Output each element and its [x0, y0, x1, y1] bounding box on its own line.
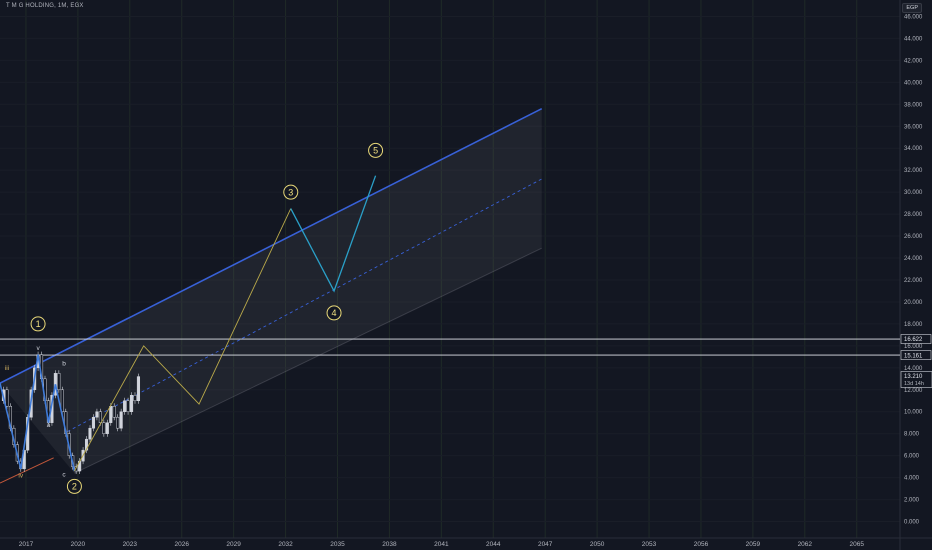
- x-tick-label: 2050: [590, 541, 605, 548]
- level-label-box: [900, 350, 932, 360]
- channel-upper-line: [0, 107, 543, 384]
- y-tick-label: 2.000: [904, 498, 920, 504]
- candle-body: [109, 405, 113, 423]
- level-label: 16.622: [904, 337, 923, 343]
- candle-body: [129, 395, 134, 412]
- wave-circle-2: [66, 478, 82, 494]
- candle-body: [5, 389, 9, 407]
- wave-label-2: 2: [72, 482, 77, 492]
- y-tick-label: 22.000: [904, 278, 923, 284]
- wave-label-3: 3: [288, 187, 293, 197]
- x-tick-label: 2044: [486, 541, 501, 548]
- x-tick-label: 2020: [71, 541, 86, 548]
- y-tick-label: 0.000: [904, 520, 920, 526]
- y-tick-label: 4.000: [904, 476, 920, 482]
- y-tick-label: 40.000: [904, 80, 923, 86]
- y-tick-label: 16.000: [904, 344, 923, 350]
- x-tick-label: 2062: [798, 541, 813, 548]
- y-tick-label: 36.000: [904, 124, 923, 130]
- candle-body: [98, 411, 102, 423]
- x-tick-label: 2059: [746, 541, 761, 548]
- y-tick-label: 12.000: [904, 388, 923, 394]
- y-tick-label: 14.000: [904, 366, 923, 372]
- x-tick-label: 2056: [694, 541, 709, 548]
- channel-fill: [0, 108, 542, 474]
- candle-body: [74, 466, 78, 472]
- level-label-box: [900, 334, 932, 344]
- countdown-label: 13d 14h: [904, 381, 924, 387]
- wave-circle-5: [368, 142, 384, 158]
- y-tick-label: 46.000: [904, 14, 923, 20]
- symbol-title: T M G HOLDING, 1M, EGX: [6, 3, 84, 9]
- wave-circle-4: [326, 305, 342, 321]
- y-tick-label: 18.000: [904, 322, 923, 328]
- y-tick-label: 24.000: [904, 256, 923, 262]
- candle-body: [88, 427, 92, 440]
- candle-body: [95, 411, 99, 418]
- y-tick-label: 26.000: [904, 234, 923, 240]
- projection-yellow-path: [74, 208, 292, 472]
- y-tick-label: 34.000: [904, 146, 923, 152]
- wave-label-5: 5: [373, 146, 378, 156]
- candle-body: [57, 373, 61, 391]
- x-tick-label: 2065: [849, 541, 864, 548]
- wave-history-line: [0, 354, 76, 472]
- wave-sublabel-iii: iii: [5, 365, 9, 372]
- support-trendline: [0, 457, 54, 484]
- wave-label-1: 1: [36, 319, 41, 329]
- candle-body: [136, 376, 141, 402]
- candle-body: [102, 422, 106, 434]
- candle-body: [60, 389, 64, 412]
- y-tick-label: 44.000: [904, 36, 923, 42]
- x-tick-label: 2041: [434, 541, 449, 548]
- candle-body: [84, 438, 89, 451]
- candle-body: [119, 411, 123, 429]
- x-tick-label: 2053: [642, 541, 657, 548]
- x-tick-label: 2029: [226, 541, 241, 548]
- y-tick-label: 30.000: [904, 190, 923, 196]
- x-tick-label: 2032: [278, 541, 293, 548]
- x-tick-label: 2038: [382, 541, 397, 548]
- candle-body: [105, 422, 109, 434]
- x-tick-label: 2026: [174, 541, 189, 548]
- candle-body: [126, 400, 130, 412]
- y-tick-label: 28.000: [904, 212, 923, 218]
- candle-body: [91, 416, 96, 429]
- candle-body: [123, 400, 127, 412]
- wave-label-4: 4: [332, 308, 337, 318]
- x-tick-label: 2017: [19, 541, 34, 548]
- projection-blue-path: [290, 175, 377, 293]
- x-tick-label: 2023: [123, 541, 138, 548]
- x-tick-label: 2047: [538, 541, 553, 548]
- candle-body: [112, 405, 116, 418]
- wave-sublabel-b: b: [62, 361, 66, 368]
- y-tick-label: 38.000: [904, 102, 923, 108]
- y-tick-label: 8.000: [904, 432, 920, 438]
- last-price-box: [900, 371, 932, 388]
- currency-badge[interactable]: EGP: [902, 3, 922, 13]
- wave-sublabel-c: c: [62, 472, 66, 479]
- last-price-label: 13.210: [904, 374, 923, 380]
- y-tick-label: 6.000: [904, 454, 920, 460]
- x-tick-label: 2035: [330, 541, 345, 548]
- y-tick-label: 20.000: [904, 300, 923, 306]
- wave-sublabel-a: a: [47, 422, 51, 429]
- y-tick-label: 32.000: [904, 168, 923, 174]
- wave-circle-3: [283, 184, 299, 200]
- candle-body: [133, 395, 137, 402]
- candle-body: [116, 416, 120, 429]
- wave-sublabel-iv: iv: [18, 473, 23, 480]
- channel-lower-line: [74, 247, 542, 474]
- wave-sublabel-v: v: [36, 345, 40, 352]
- y-tick-label: 10.000: [904, 410, 923, 416]
- y-tick-label: 42.000: [904, 58, 923, 64]
- level-label: 15.161: [904, 353, 923, 359]
- wave-circle-1: [30, 316, 46, 332]
